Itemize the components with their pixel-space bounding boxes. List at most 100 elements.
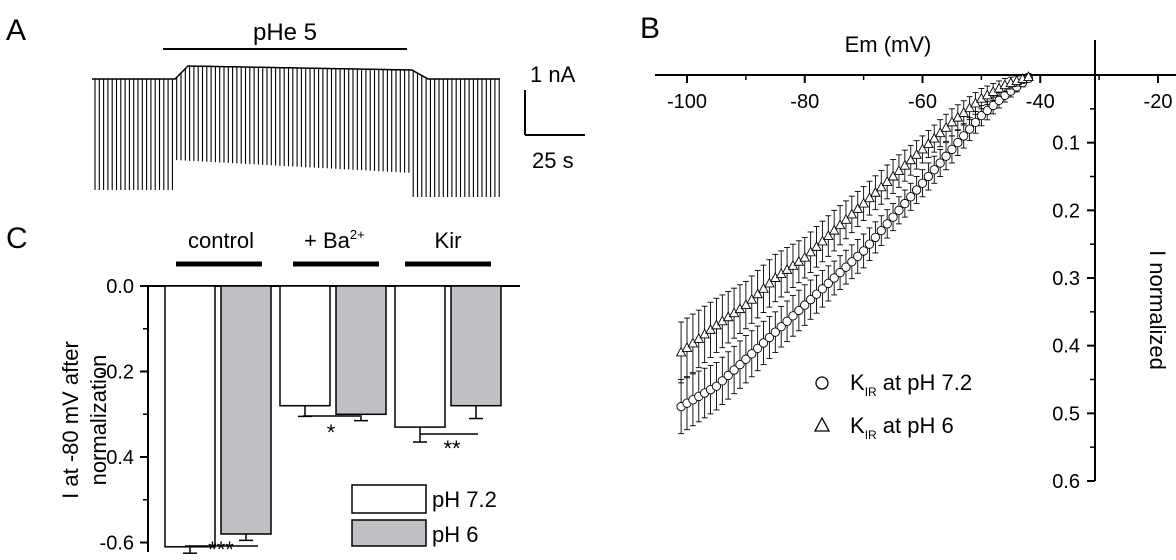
legend-b-item-0: KIR at pH 7.2 [850,370,972,399]
data-point-ph72 [805,295,816,305]
panel-b-axes: -100 -80 -60 -40 -20 0.1 0.2 0.3 0.4 0.5 0.6 [655,40,1176,493]
data-point-ph6 [740,299,752,310]
legend-b-item-1: KIR at pH 6 [850,413,954,442]
data-point-ph72 [923,171,934,182]
data-point-ph72 [817,284,828,294]
data-point-ph72 [947,144,957,155]
data-point-ph6 [811,240,822,251]
circle-icon [815,376,829,390]
panel-a-letter: A [6,14,26,47]
panel-c-y-tick-label: 0.0 [106,276,134,298]
bar-ph72-2 [394,285,446,428]
panel-b-x-tick-label: -80 [790,91,819,113]
data-point-ph6 [905,154,917,165]
data-point-ph72 [941,151,951,161]
data-point-ph6 [840,213,852,224]
data-point-ph72 [835,267,845,278]
panel-b-y-tick-label: 0.4 [1052,336,1080,358]
data-point-ph72 [959,131,969,141]
data-point-ph72 [858,246,869,256]
data-point-ph72 [729,365,739,375]
data-point-ph6 [875,181,887,192]
data-point-ph6 [899,159,911,170]
data-point-ph72 [917,178,928,188]
panel-b-x-tick-label: -20 [1144,91,1173,113]
data-point-ph6 [964,102,975,113]
data-point-ph72 [782,316,792,326]
data-point-ph6 [828,224,840,235]
data-point-ph6 [928,132,940,143]
data-point-ph72 [847,257,857,267]
panel-b-x-tick-label: -60 [908,91,937,113]
data-point-ph6 [911,148,922,159]
panel-b-points [675,71,1034,435]
panel-b-y-tick-label: 0.3 [1052,268,1080,290]
panel-c-y-tick-label: -0.6 [100,533,134,555]
group-label-kir: Kir [435,228,462,253]
data-point-ph6 [934,127,946,138]
data-point-ph6 [970,97,981,108]
data-point-ph6 [917,143,928,154]
data-point-ph6 [799,251,811,262]
application-label: pHe 5 [253,19,317,46]
data-point-ph6 [881,175,893,186]
panel-b-letter: B [640,12,660,45]
data-point-ph72 [982,105,992,116]
data-point-ph72 [811,289,822,299]
data-point-ph6 [887,170,899,181]
panel-b-ylabel: I normalized [1145,250,1170,370]
data-point-ph6 [752,288,764,299]
data-point-ph6 [946,116,958,127]
bar-ph6-2 [450,285,502,407]
legend-label-ph6: pH 6 [432,522,478,547]
data-point-ph72 [864,239,875,249]
scale-time-label: 25 s [532,148,574,173]
data-point-ph72 [770,327,780,337]
data-point-ph6 [817,235,828,246]
triangle-icon [813,416,831,432]
data-point-ph72 [711,381,722,391]
data-point-ph72 [882,219,892,229]
scale-current-label: 1 nA [530,62,576,87]
data-point-ph72 [970,117,981,128]
panel-b-y-tick-label: 0.1 [1052,133,1080,155]
panel-b-y-tick-label: 0.2 [1052,200,1080,222]
panel-c-bars [164,285,502,554]
panel-b-y-tick-label: 0.5 [1052,403,1080,425]
data-point-ph6 [864,192,875,203]
data-point-ph6 [758,282,769,293]
data-point-ph6 [940,121,952,132]
data-point-ph6 [952,111,964,122]
panel-b-y-tick-label: 0.6 [1052,471,1080,493]
data-point-ph72 [888,212,898,222]
data-point-ph6 [1023,71,1034,81]
legend-label-ph72: pH 7.2 [432,487,497,512]
data-point-ph72 [823,278,833,289]
bar-ph6-0 [220,285,272,535]
data-point-ph6 [852,203,864,213]
data-point-ph72 [911,185,922,195]
data-point-ph72 [953,138,963,148]
group-label-ba: + Ba2+ [304,227,365,253]
panel-c-y-tick-label: -0.4 [100,447,134,469]
data-point-ph72 [870,232,881,243]
panel-c-letter: C [6,222,28,255]
bar-ph6-1 [335,285,387,416]
data-point-ph72 [853,251,863,261]
data-point-ph72 [841,262,851,272]
panel-c-ylabel-2: normalization [86,355,111,486]
data-point-ph72 [894,205,904,215]
significance-control: *** [208,537,234,560]
data-point-ph6 [958,106,970,117]
data-point-ph6 [822,230,834,240]
current-trace [92,65,500,197]
data-point-ph6 [846,208,858,219]
data-point-ph72 [829,273,839,283]
significance-ba: * [327,420,336,445]
significance-kir: ** [443,436,461,461]
panel-b-x-tick-label: -40 [1026,91,1055,113]
data-point-ph72 [776,322,786,332]
trace-baseline [92,65,500,80]
data-point-ph72 [747,349,757,359]
